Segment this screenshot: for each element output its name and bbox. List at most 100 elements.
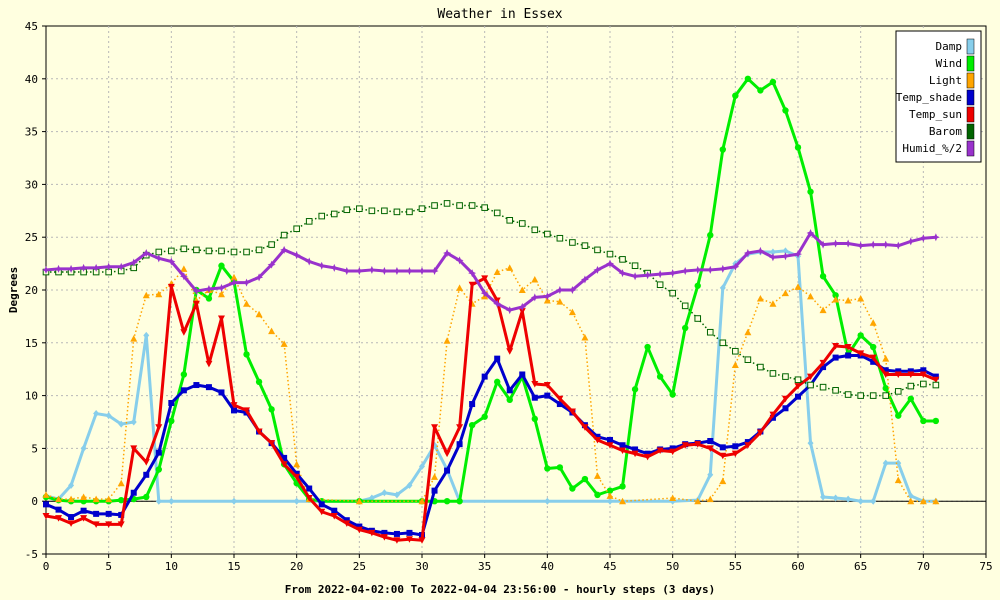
data-point-temp-sun	[456, 424, 464, 431]
data-point-wind	[619, 483, 626, 490]
data-point-humid-2	[806, 228, 815, 237]
data-point-temp-shade	[732, 443, 739, 450]
x-tick-label: 55	[729, 560, 742, 573]
data-point-temp-sun	[932, 376, 940, 384]
x-tick-label: 35	[478, 560, 491, 573]
data-point-damp	[168, 497, 175, 505]
data-point-barom	[230, 248, 238, 256]
data-point-barom	[443, 200, 451, 207]
data-point-damp	[155, 497, 162, 505]
data-point-temp-shade	[130, 489, 137, 496]
data-point-wind	[694, 282, 701, 289]
data-point-wind	[832, 292, 839, 299]
data-point-light	[518, 286, 526, 293]
data-point-temp-shade	[431, 487, 438, 494]
data-point-temp-shade	[845, 352, 852, 359]
y-tick-label: 25	[25, 231, 38, 244]
data-point-humid-2	[443, 249, 452, 258]
data-point-barom	[368, 207, 376, 215]
data-point-temp-sun	[205, 360, 213, 368]
data-point-barom	[330, 210, 338, 218]
data-point-temp-sun	[380, 534, 388, 541]
data-point-barom	[293, 225, 300, 233]
series-humid-2	[42, 228, 940, 315]
data-point-temp-shade	[205, 384, 212, 391]
data-point-barom	[807, 381, 814, 389]
data-point-temp-sun	[694, 441, 702, 448]
data-point-temp-shade	[832, 354, 839, 361]
data-point-wind	[255, 378, 263, 386]
data-point-humid-2	[117, 262, 126, 271]
data-point-light	[355, 497, 363, 505]
data-point-damp	[882, 459, 889, 467]
data-point-wind	[494, 378, 501, 386]
data-point-temp-shade	[669, 445, 676, 452]
data-point-temp-shade	[920, 367, 927, 374]
data-point-barom	[569, 239, 576, 246]
y-tick-label: 45	[25, 20, 38, 33]
y-axis-ticks: -5 0 5 10 15 20 25 30 35 40 45	[25, 20, 46, 561]
data-point-light	[230, 273, 238, 281]
data-point-barom	[669, 289, 676, 297]
data-point-wind	[907, 395, 914, 402]
data-point-light	[130, 335, 138, 342]
data-point-humid-2	[606, 259, 614, 268]
data-point-temp-sun	[230, 402, 238, 409]
data-point-barom	[406, 208, 413, 216]
data-point-temp-shade	[594, 433, 601, 440]
data-point-temp-sun	[67, 520, 75, 527]
data-point-temp-sun	[631, 450, 639, 458]
data-point-damp	[143, 331, 150, 339]
data-point-damp	[93, 410, 100, 418]
data-point-barom	[769, 370, 777, 377]
data-point-temp-shade	[393, 530, 400, 537]
data-point-temp-shade	[882, 367, 889, 374]
data-point-temp-sun	[894, 371, 902, 378]
data-point-light	[217, 290, 225, 298]
data-point-barom	[280, 231, 288, 239]
data-point-temp-shade	[506, 387, 513, 394]
data-point-temp-sun	[167, 283, 175, 291]
data-point-barom	[794, 376, 802, 384]
data-point-wind	[757, 87, 764, 94]
data-point-temp-shade	[93, 510, 100, 517]
data-point-light	[556, 298, 564, 305]
data-point-wind	[782, 107, 789, 114]
data-point-temp-sun	[568, 408, 576, 415]
data-point-temp-sun	[857, 350, 865, 357]
data-point-humid-2	[242, 278, 251, 287]
data-point-light	[731, 361, 739, 368]
data-point-humid-2	[919, 234, 928, 243]
data-point-temp-shade	[820, 364, 827, 371]
data-point-light	[907, 497, 915, 505]
data-point-temp-sun	[794, 383, 802, 390]
data-point-temp-sun	[481, 275, 489, 282]
data-point-barom	[193, 246, 200, 254]
x-tick-label: 45	[603, 560, 616, 573]
data-point-light	[105, 495, 113, 503]
data-point-damp	[870, 497, 877, 505]
data-point-temp-shade	[55, 506, 62, 513]
data-point-humid-2	[405, 266, 414, 275]
data-point-humid-2	[555, 286, 564, 294]
data-point-damp	[68, 481, 75, 489]
data-point-temp-shade	[907, 368, 914, 375]
data-point-humid-2	[681, 266, 690, 275]
data-point-light	[293, 460, 301, 468]
data-point-temp-shade	[218, 389, 225, 396]
data-point-barom	[456, 202, 463, 209]
x-tick-label: 70	[917, 560, 930, 573]
data-point-humid-2	[204, 284, 213, 293]
data-point-wind	[857, 332, 864, 339]
x-tick-label: 65	[854, 560, 867, 573]
x-tick-label: 10	[165, 560, 178, 573]
data-point-damp	[130, 418, 137, 426]
data-point-light	[155, 290, 163, 298]
y-tick-label: 20	[25, 284, 38, 297]
data-point-light	[581, 334, 589, 341]
data-point-barom	[581, 242, 589, 249]
legend-label-wind: Wind	[936, 57, 963, 70]
data-point-wind	[544, 465, 551, 472]
data-point-light	[619, 497, 627, 505]
data-point-humid-2	[668, 269, 677, 278]
